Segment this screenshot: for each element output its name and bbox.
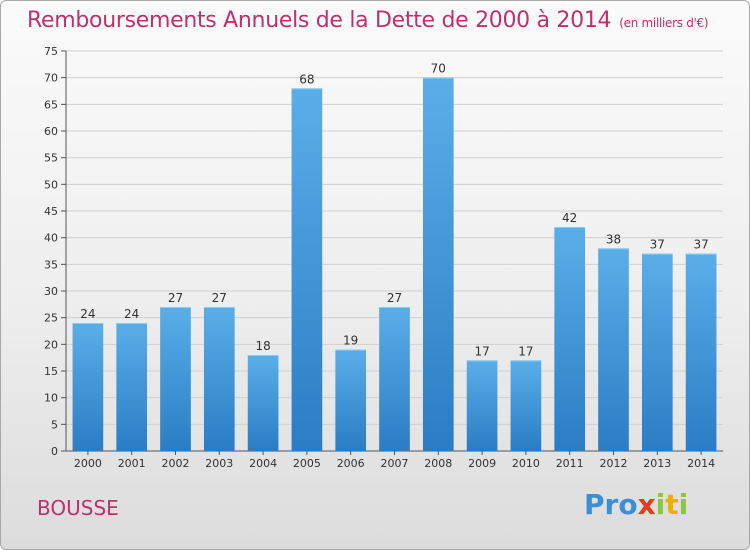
bars: [72, 77, 717, 452]
x-tick-label: 2000: [74, 457, 102, 470]
data-label: 37: [650, 238, 665, 252]
y-tick-label: 65: [44, 98, 58, 111]
bar-2007: [379, 307, 410, 451]
data-label: 37: [693, 238, 708, 252]
y-tick-label: 55: [44, 152, 58, 165]
data-label: 24: [124, 307, 139, 321]
data-label: 42: [562, 211, 577, 225]
bar-2013: [641, 253, 673, 451]
data-label: 19: [343, 334, 358, 348]
bar-2012: [598, 248, 629, 451]
bar-2004: [247, 355, 279, 451]
y-tick-label: 50: [44, 178, 58, 191]
bar-2014: [685, 253, 717, 451]
y-tick-label: 75: [44, 45, 58, 58]
chart-unit: (en milliers d'€): [619, 16, 709, 30]
y-tick-label: 15: [44, 365, 58, 378]
data-label: 68: [299, 72, 314, 86]
y-tick-label: 45: [44, 205, 58, 218]
x-tick-label: 2002: [162, 457, 190, 470]
chart-title-text: Remboursements Annuels de la Dette de 20…: [27, 8, 612, 33]
data-label: 24: [80, 307, 95, 321]
x-tick-label: 2007: [381, 457, 409, 470]
y-tick-label: 30: [44, 285, 58, 298]
bar-2000: [72, 323, 104, 451]
x-tick-label: 2013: [643, 457, 671, 470]
y-tick-label: 70: [44, 72, 58, 85]
chart-title: Remboursements Annuels de la Dette de 20…: [27, 8, 709, 33]
x-tick-label: 2006: [337, 457, 365, 470]
y-tick-label: 60: [44, 125, 58, 138]
bar-2002: [160, 307, 191, 451]
x-tick-label: 2004: [249, 457, 277, 470]
bar-2006: [335, 349, 367, 451]
bar-2009: [466, 360, 498, 451]
x-tick-label: 2008: [424, 457, 452, 470]
x-tick-label: 2005: [293, 457, 321, 470]
y-tick-label: 0: [51, 445, 58, 458]
bar-2010: [510, 360, 542, 451]
labels: 0 5 10 15 20 25 30 35 40 45 50 55 60 65 70 75 24 2000 24 20…: [44, 45, 715, 470]
data-label: 38: [606, 232, 621, 246]
y-tick-label: 5: [51, 418, 58, 431]
y-tick-label: 20: [44, 338, 58, 351]
data-label: 27: [387, 291, 402, 305]
x-tick-label: 2009: [468, 457, 496, 470]
location-name: BOUSSE: [37, 496, 119, 520]
data-label: 27: [212, 291, 227, 305]
proxiti-logo: Proxiti: [584, 488, 689, 521]
bar-2001: [116, 323, 148, 451]
data-label: 17: [474, 344, 489, 358]
x-tick-label: 2010: [512, 457, 540, 470]
y-tick-label: 25: [44, 312, 58, 325]
x-tick-label: 2014: [687, 457, 715, 470]
x-tick-label: 2011: [556, 457, 584, 470]
data-label: 17: [518, 344, 533, 358]
bar-2011: [554, 227, 586, 451]
x-tick-label: 2012: [600, 457, 628, 470]
y-tick-label: 40: [44, 232, 58, 245]
y-tick-label: 10: [44, 392, 58, 405]
y-tick-label: 35: [44, 258, 58, 271]
x-tick-label: 2003: [205, 457, 233, 470]
data-label: 70: [431, 62, 446, 76]
x-tick-label: 2001: [118, 457, 146, 470]
data-label: 27: [168, 291, 183, 305]
data-label: 18: [255, 339, 270, 353]
bar-2008: [422, 77, 454, 452]
bar-2003: [203, 307, 235, 451]
bar-2005: [291, 88, 323, 451]
